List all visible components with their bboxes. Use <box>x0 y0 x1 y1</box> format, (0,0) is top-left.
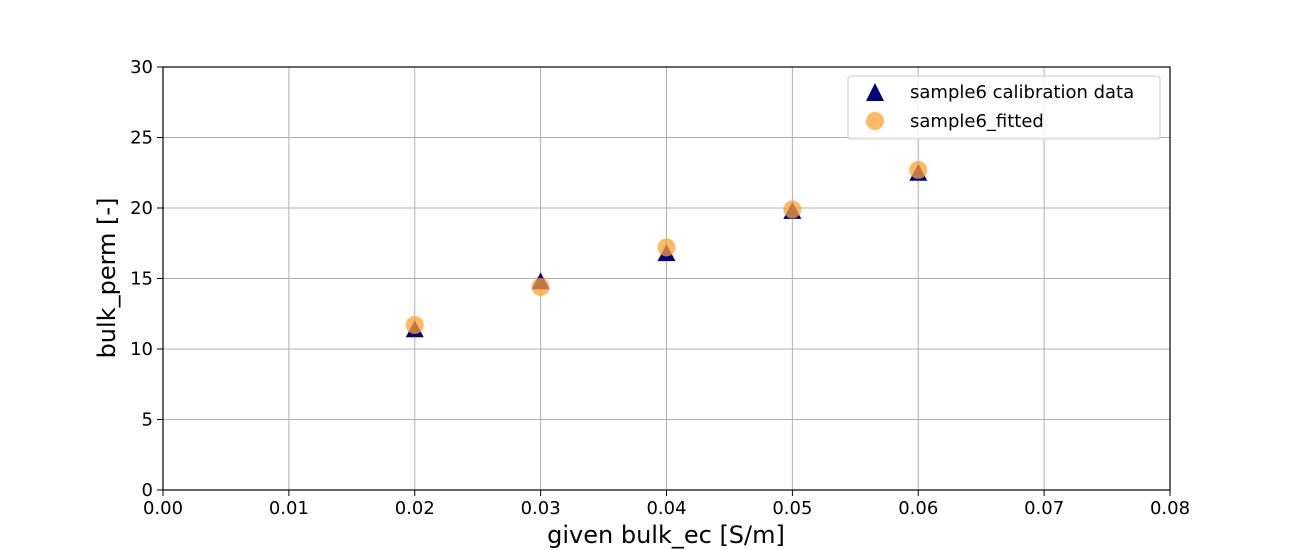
data-point-circle <box>531 277 550 296</box>
x-tick-label: 0.08 <box>1150 498 1190 519</box>
data-series <box>405 160 928 338</box>
axis-ticks: 0.00 0.01 0.02 0.03 0.04 0.05 0.06 0.07 0.08 0 5 10… <box>130 57 1190 519</box>
legend-label-calibration: sample6 calibration data <box>910 82 1134 103</box>
data-point-circle <box>405 316 424 335</box>
y-tick-label: 5 <box>142 410 153 431</box>
y-tick-label: 15 <box>130 269 153 290</box>
y-tick-label: 10 <box>130 339 153 360</box>
y-axis-label: bulk_perm [-] <box>93 198 121 359</box>
data-point-circle <box>783 200 802 219</box>
legend-box <box>847 75 1161 140</box>
x-tick-label: 0.07 <box>1024 498 1064 519</box>
legend-marker-circle <box>866 112 884 130</box>
legend: sample6 calibration data sample6_fitted <box>847 75 1161 140</box>
x-tick-label: 0.03 <box>521 498 561 519</box>
data-point-circle <box>657 238 676 257</box>
x-tick-label: 0.00 <box>143 498 183 519</box>
x-tick-label: 0.04 <box>646 498 686 519</box>
legend-label-fitted: sample6_fitted <box>910 111 1044 132</box>
x-tick-label: 0.02 <box>395 498 435 519</box>
y-tick-label: 30 <box>130 57 153 78</box>
y-tick-label: 20 <box>130 198 153 219</box>
legend-marker-triangle <box>866 83 884 101</box>
x-tick-label: 0.06 <box>898 498 938 519</box>
y-tick-label: 0 <box>142 480 153 501</box>
x-tick-label: 0.01 <box>269 498 309 519</box>
data-point-circle <box>909 160 928 179</box>
series-1 <box>405 160 928 335</box>
x-tick-label: 0.05 <box>772 498 812 519</box>
x-axis-label: given bulk_ec [S/m] <box>547 521 785 549</box>
y-tick-label: 25 <box>130 128 153 149</box>
